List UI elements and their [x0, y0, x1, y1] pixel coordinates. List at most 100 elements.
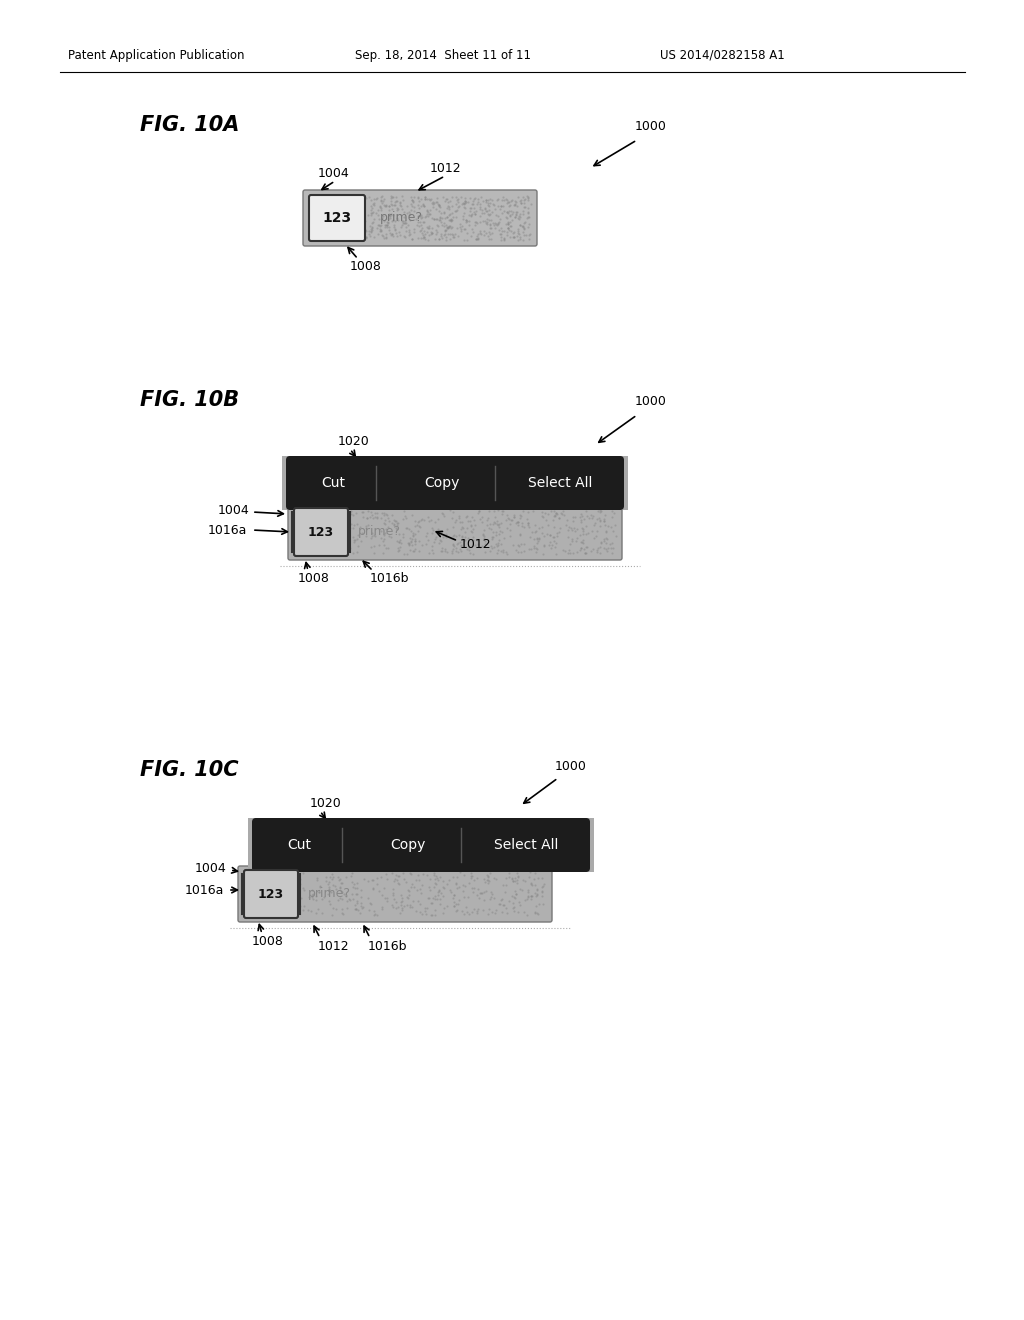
Point	[385, 882, 401, 903]
Point	[407, 186, 423, 207]
Point	[353, 201, 370, 222]
Point	[345, 529, 361, 550]
Point	[462, 543, 478, 564]
Point	[406, 525, 422, 546]
Point	[313, 189, 330, 210]
Point	[272, 903, 289, 924]
Point	[419, 220, 435, 242]
Point	[312, 506, 329, 527]
Point	[526, 537, 543, 558]
Point	[516, 211, 532, 232]
Point	[407, 533, 423, 554]
Point	[338, 537, 354, 558]
Point	[353, 227, 370, 248]
Point	[475, 210, 492, 231]
Point	[510, 220, 526, 242]
Text: 1012: 1012	[318, 940, 349, 953]
Point	[402, 210, 419, 231]
Point	[417, 195, 433, 216]
Point	[335, 223, 351, 244]
Point	[404, 523, 421, 544]
Point	[474, 511, 490, 532]
Point	[434, 207, 451, 228]
Point	[430, 193, 446, 214]
Point	[407, 524, 423, 545]
Point	[578, 523, 594, 544]
Point	[248, 880, 264, 902]
Point	[483, 536, 500, 557]
Point	[288, 529, 304, 550]
Text: 1008: 1008	[252, 935, 284, 948]
Point	[309, 536, 326, 557]
Point	[455, 206, 471, 227]
Point	[311, 539, 328, 560]
Point	[492, 198, 508, 219]
Point	[421, 876, 437, 898]
Point	[295, 878, 311, 899]
Point	[369, 506, 385, 527]
Point	[505, 898, 521, 919]
Point	[489, 539, 506, 560]
Point	[334, 888, 350, 909]
Point	[481, 500, 498, 521]
Point	[239, 876, 255, 898]
Point	[522, 886, 539, 907]
Point	[508, 512, 524, 533]
Point	[382, 205, 398, 226]
Point	[423, 193, 439, 214]
Point	[490, 211, 507, 232]
Point	[486, 512, 503, 533]
Point	[322, 515, 338, 536]
Point	[271, 873, 288, 894]
Point	[419, 865, 435, 886]
Point	[479, 508, 496, 529]
Point	[482, 203, 499, 224]
Point	[336, 504, 352, 525]
Point	[295, 863, 311, 884]
Point	[402, 532, 419, 553]
Point	[416, 227, 432, 248]
Point	[512, 228, 528, 249]
Point	[342, 537, 358, 558]
Point	[498, 510, 514, 531]
Point	[352, 903, 369, 924]
Point	[346, 899, 362, 920]
Point	[489, 213, 506, 234]
Point	[513, 541, 529, 562]
Point	[414, 222, 430, 243]
Point	[373, 199, 389, 220]
Point	[259, 867, 275, 888]
Point	[410, 511, 426, 532]
Point	[467, 214, 483, 235]
Point	[362, 502, 379, 523]
Point	[388, 870, 404, 891]
Point	[443, 209, 460, 230]
Point	[546, 517, 562, 539]
Point	[385, 205, 401, 226]
Point	[323, 882, 339, 903]
Point	[349, 543, 366, 564]
Point	[472, 211, 488, 232]
Point	[425, 865, 441, 886]
Point	[432, 210, 449, 231]
Point	[289, 524, 305, 545]
Point	[325, 199, 341, 220]
Point	[546, 500, 562, 521]
Point	[490, 892, 507, 913]
Point	[512, 215, 528, 236]
Point	[393, 215, 410, 236]
Point	[380, 219, 396, 240]
Point	[384, 226, 400, 247]
Point	[379, 214, 395, 235]
Point	[390, 532, 407, 553]
Point	[425, 519, 441, 540]
Point	[479, 873, 496, 894]
Point	[515, 203, 531, 224]
Point	[247, 900, 263, 921]
Point	[390, 512, 407, 533]
Point	[290, 873, 306, 894]
Point	[468, 201, 484, 222]
Point	[463, 193, 479, 214]
Point	[365, 216, 381, 238]
Point	[515, 517, 531, 539]
